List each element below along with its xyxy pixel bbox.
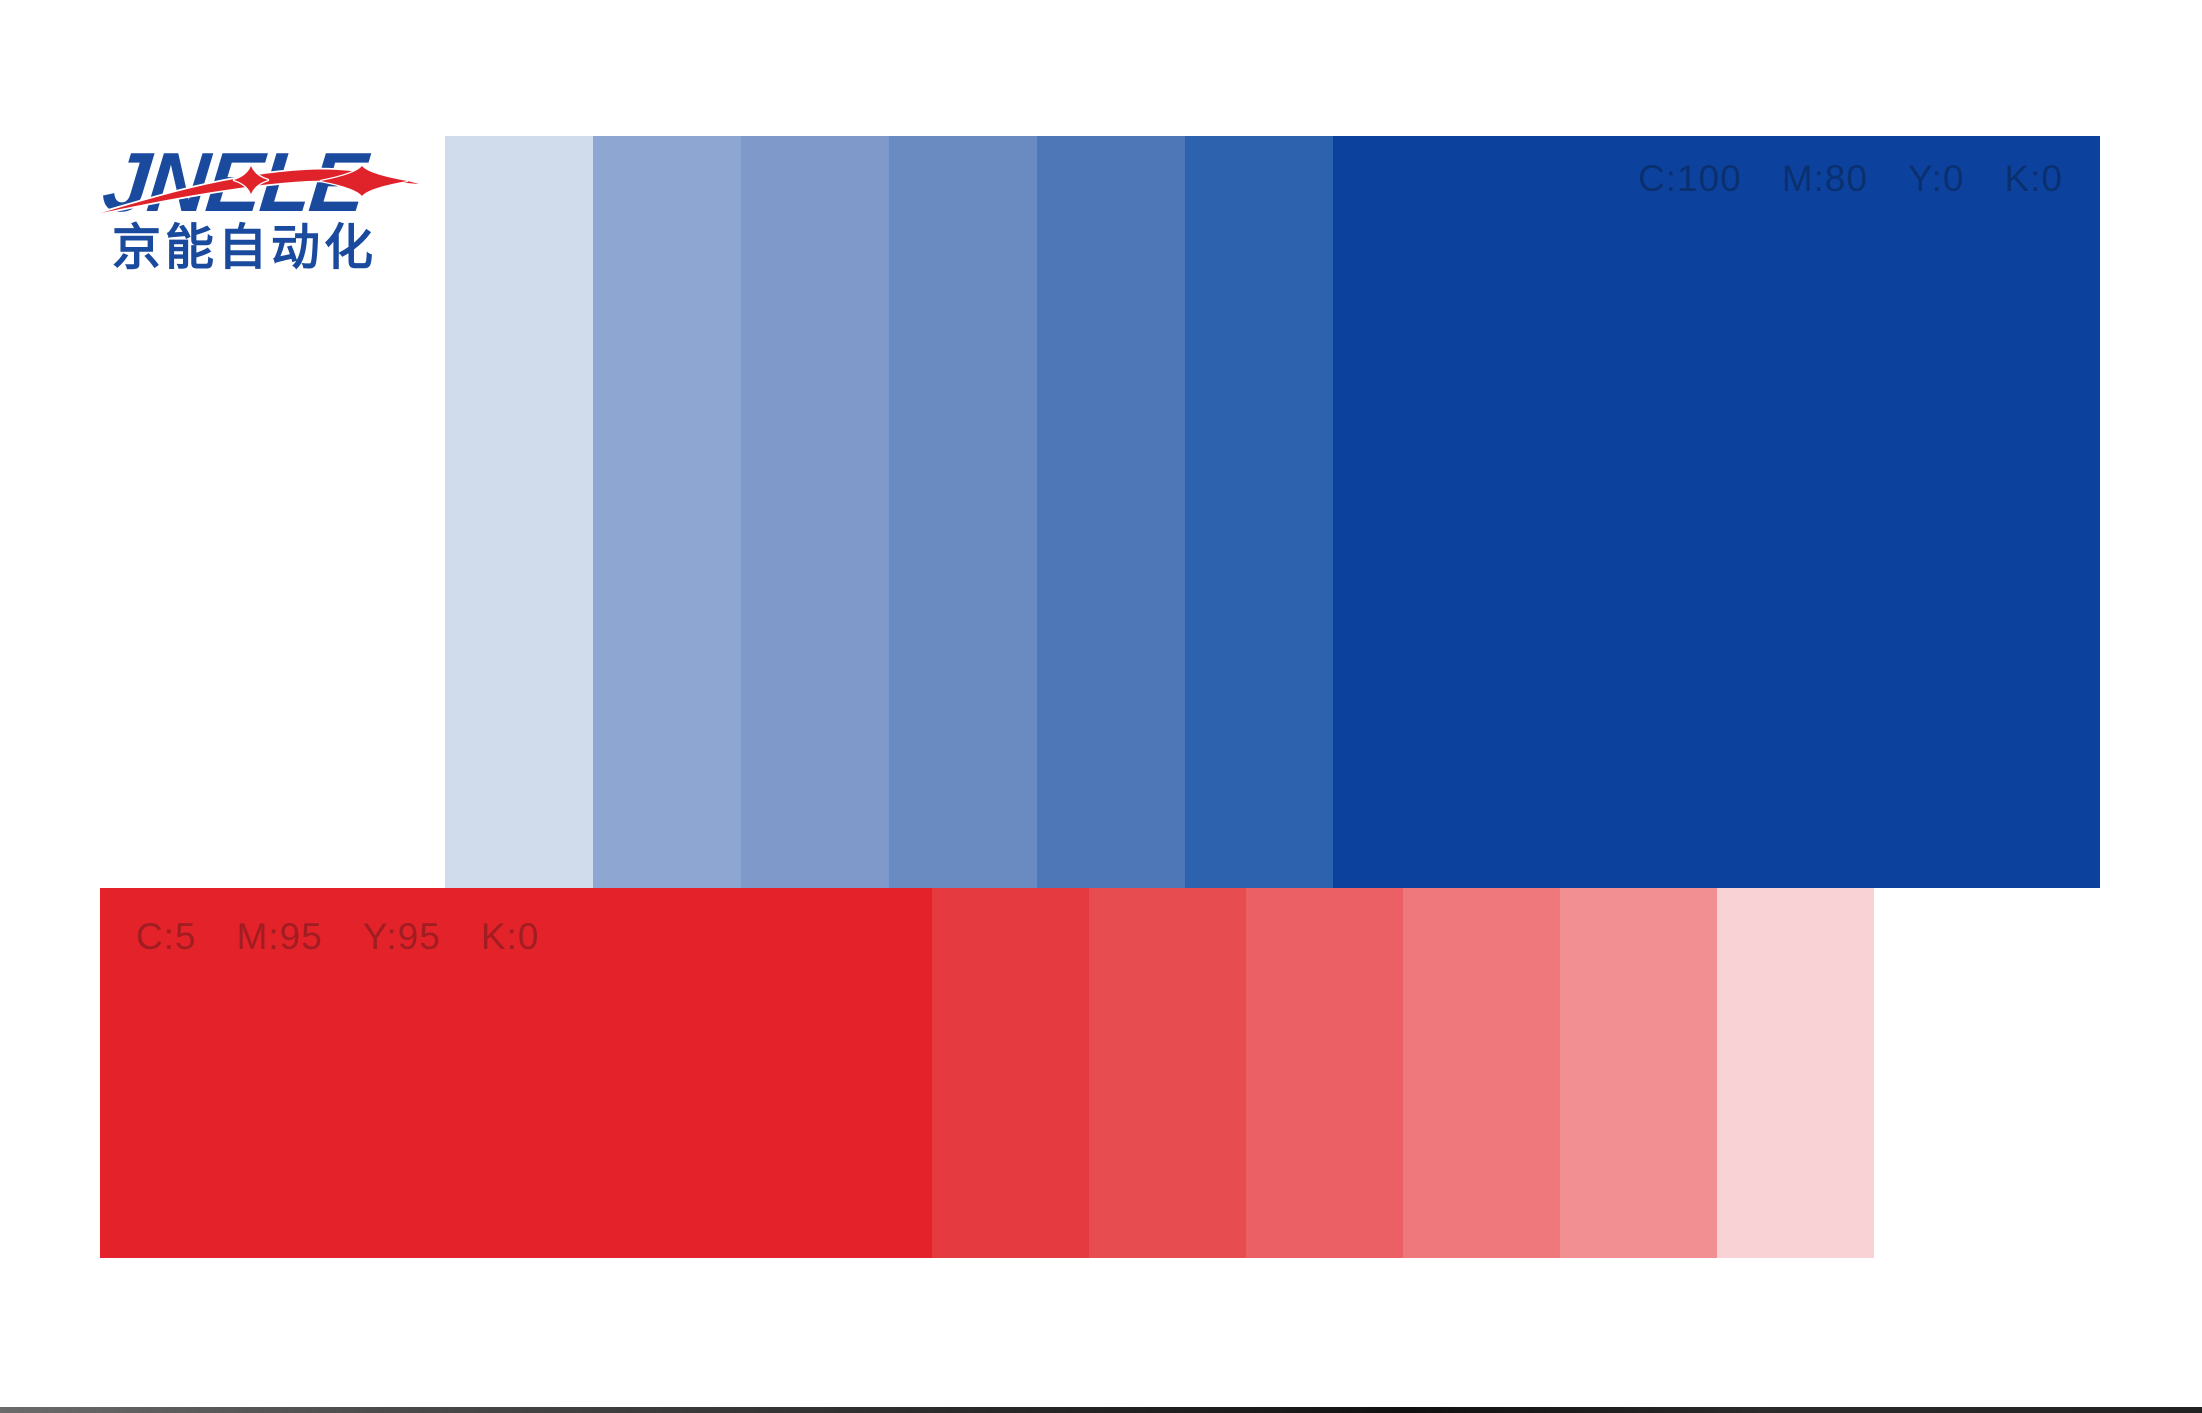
red-cmyk-c: C:5 (136, 916, 197, 957)
red-main-swatch: C:5 M:95 Y:95 K:0 (100, 888, 932, 1258)
blue-cmyk-label: C:100 M:80 Y:0 K:0 (1638, 158, 2063, 201)
color-swatch (1560, 888, 1717, 1258)
blue-cmyk-c: C:100 (1637, 158, 1742, 199)
color-swatch (445, 136, 593, 888)
color-swatch (1185, 136, 1333, 888)
logo-swoosh-icon (99, 164, 421, 215)
color-swatch (1403, 888, 1560, 1258)
color-swatch (889, 136, 1037, 888)
red-cmyk-label: C:5 M:95 Y:95 K:0 (136, 916, 539, 959)
logo-subtitle: 京能自动化 (112, 221, 378, 275)
color-swatch (741, 136, 889, 888)
blue-palette-band: C:100 M:80 Y:0 K:0 (445, 136, 2100, 888)
red-cmyk-k: K:0 (480, 916, 540, 957)
blue-main-swatch: C:100 M:80 Y:0 K:0 (1333, 136, 2100, 888)
color-swatch (1717, 888, 1874, 1258)
red-cmyk-y: Y:95 (362, 916, 441, 957)
blue-cmyk-y: Y:0 (1907, 158, 1965, 199)
blue-cmyk-k: K:0 (2004, 158, 2063, 199)
color-swatch (593, 136, 741, 888)
color-swatch (932, 888, 1089, 1258)
color-swatch (1089, 888, 1246, 1258)
blue-tint-swatches (445, 136, 1333, 888)
color-swatch (1246, 888, 1403, 1258)
logo: JNELE 京能自动化 (85, 135, 430, 286)
bottom-edge-bar (0, 1407, 2202, 1413)
red-cmyk-m: M:95 (236, 916, 323, 957)
red-tint-swatches (932, 888, 1874, 1258)
red-palette-band: C:5 M:95 Y:95 K:0 (100, 888, 1874, 1258)
color-swatch (1037, 136, 1185, 888)
blue-cmyk-m: M:80 (1781, 158, 1868, 199)
